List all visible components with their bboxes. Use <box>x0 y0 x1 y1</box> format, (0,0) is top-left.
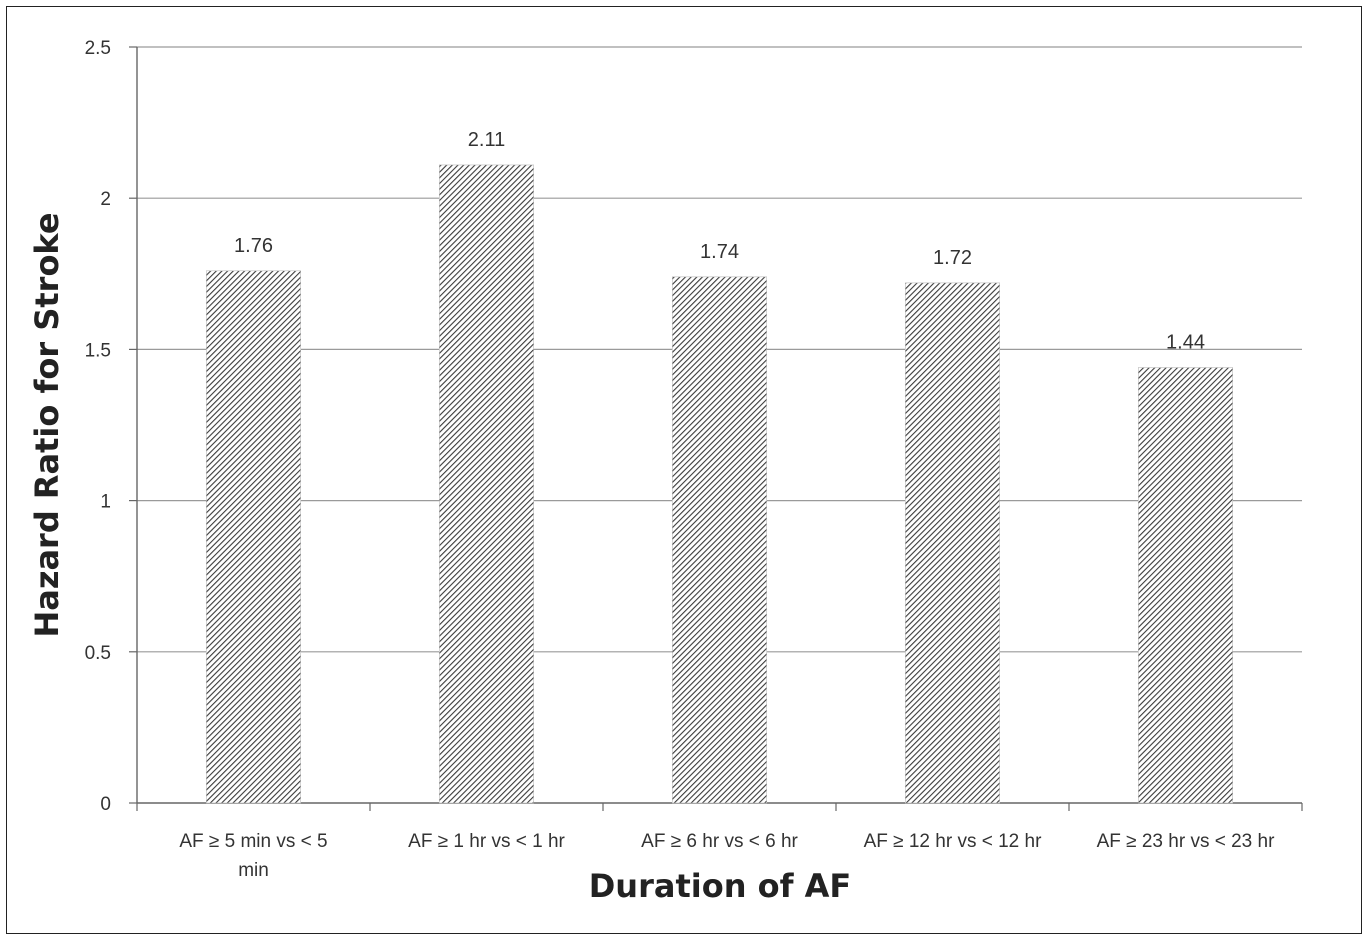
x-tick-label: AF ≥ 12 hr vs < 12 hr <box>864 831 1042 852</box>
bar <box>206 270 301 804</box>
x-tick-label: AF ≥ 1 hr vs < 1 hr <box>408 831 565 852</box>
y-tick-label: 2 <box>100 189 111 210</box>
bar <box>905 282 1000 804</box>
y-tick-label: 0 <box>100 794 111 815</box>
x-tick-label: min <box>238 860 269 881</box>
data-label: 2.11 <box>468 129 505 151</box>
x-tick-label: AF ≥ 23 hr vs < 23 hr <box>1097 831 1275 852</box>
bar <box>1138 367 1233 804</box>
x-axis-title: Duration of AF <box>589 867 852 905</box>
bars <box>206 164 1233 804</box>
y-tick-label: 1.5 <box>85 340 111 361</box>
data-label: 1.44 <box>1166 332 1205 354</box>
data-label: 1.72 <box>933 247 972 269</box>
labels: 0 0.5 1 1.5 2 2.5 1.76 AF ≥ 5 min vs < 5 min 2.11… <box>85 38 1275 881</box>
y-tick-label: 1 <box>100 492 111 513</box>
y-axis-title: Hazard Ratio for Stroke <box>28 212 66 637</box>
data-label: 1.74 <box>700 241 739 263</box>
y-tick-label: 0.5 <box>85 643 111 664</box>
y-tick-label: 2.5 <box>85 38 111 59</box>
bar <box>672 276 767 804</box>
data-label: 1.76 <box>234 235 273 257</box>
x-tick-label: AF ≥ 5 min vs < 5 <box>179 831 327 852</box>
bar <box>439 164 534 804</box>
x-tick-label: AF ≥ 6 hr vs < 6 hr <box>641 831 798 852</box>
